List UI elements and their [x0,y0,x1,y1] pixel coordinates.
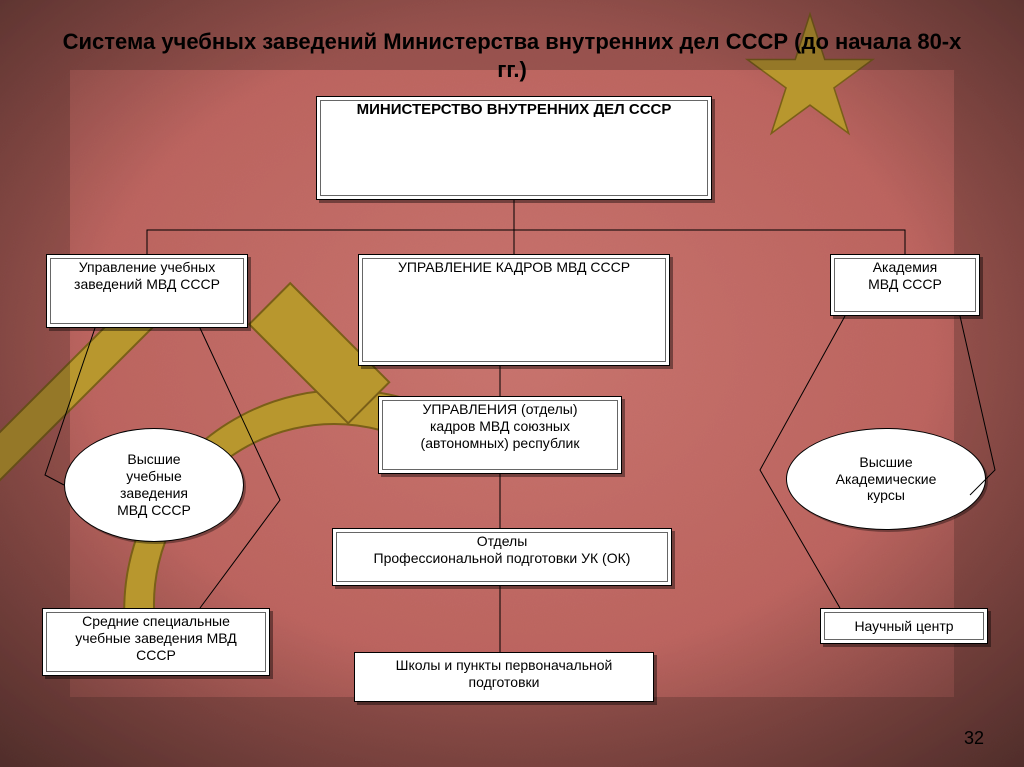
node-rightEllipse-label: Высшие Академические курсы [836,454,937,504]
node-mid4: Школы и пункты первоначальной подготовки [354,652,654,702]
node-root: МИНИСТЕРСТВО ВНУТРЕННИХ ДЕЛ СССР [316,96,712,200]
node-mid1: УПРАВЛЕНИЕ КАДРОВ МВД СССР [358,254,670,366]
node-rightBottom: Научный центр [820,608,988,644]
node-mid2-label: УПРАВЛЕНИЯ (отделы) кадров МВД союзных (… [421,401,580,451]
node-root-label: МИНИСТЕРСТВО ВНУТРЕННИХ ДЕЛ СССР [357,101,672,119]
node-rightBottom-label: Научный центр [854,618,953,635]
node-rightEllipse: Высшие Академические курсы [786,428,986,530]
node-leftEllipse: Высшие учебные заведения МВД СССР [64,428,244,542]
node-mid2: УПРАВЛЕНИЯ (отделы) кадров МВД союзных (… [378,396,622,474]
node-right1: Академия МВД СССР [830,254,980,316]
node-mid3-label: Отделы Профессиональной подготовки УК (О… [374,533,631,567]
node-left1-label: Управление учебных заведений МВД СССР [74,259,220,293]
node-mid4-label: Школы и пункты первоначальной подготовки [396,657,613,691]
node-right1-label: Академия МВД СССР [868,259,942,293]
node-leftBottom-label: Средние специальные учебные заведения МВ… [75,613,237,663]
node-leftEllipse-label: Высшие учебные заведения МВД СССР [117,451,191,518]
node-leftBottom: Средние специальные учебные заведения МВ… [42,608,270,676]
node-mid1-label: УПРАВЛЕНИЕ КАДРОВ МВД СССР [398,259,630,276]
node-mid3: Отделы Профессиональной подготовки УК (О… [332,528,672,586]
node-left1: Управление учебных заведений МВД СССР [46,254,248,328]
